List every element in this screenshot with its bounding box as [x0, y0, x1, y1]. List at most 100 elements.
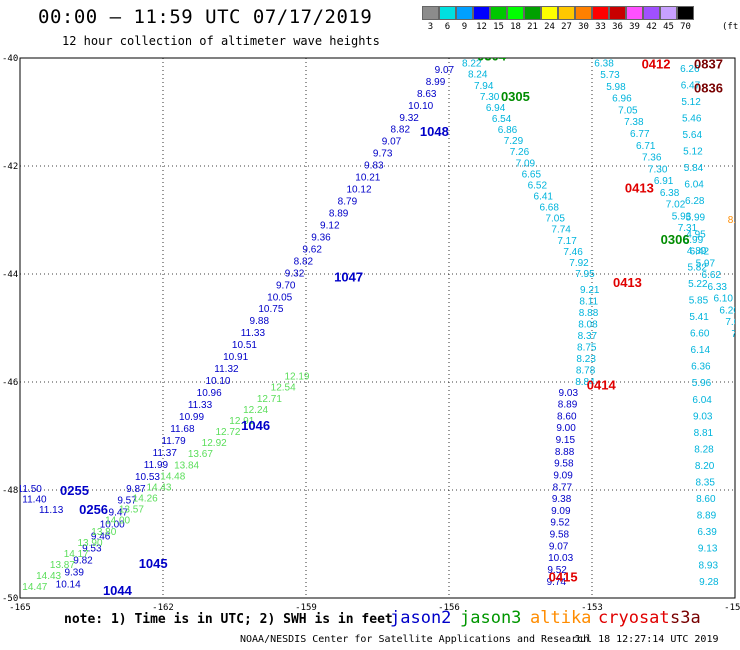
scale-swatch: [473, 6, 490, 20]
track-value: 10.00: [100, 520, 125, 531]
track-value: 14.43: [146, 482, 171, 493]
page-title: 00:00 – 11:59 UTC 07/17/2019: [38, 6, 373, 28]
track-value: 9.09: [553, 470, 573, 481]
point-value: 11.50: [18, 484, 43, 495]
time-marker: 1047: [334, 270, 363, 285]
track-value: 8.89: [329, 208, 349, 219]
track-value: 5.22: [688, 279, 708, 290]
track-value: 7.46: [563, 247, 583, 258]
track-value: 9.12: [320, 220, 340, 231]
footer-timestamp: Jul 18 12:27:14 UTC 2019: [574, 634, 719, 645]
time-marker: 0255: [60, 483, 89, 498]
scale-swatch: [422, 6, 439, 20]
scale-label: 39: [629, 22, 640, 32]
track-value: 6.38: [660, 188, 680, 199]
time-marker: 1048: [420, 124, 449, 139]
track-value: 6.33: [708, 282, 728, 293]
scale-swatch: [592, 6, 609, 20]
time-marker: 0414: [587, 378, 617, 393]
track-value: 10.53: [135, 472, 160, 483]
track-value: 10.99: [179, 412, 204, 423]
track-value: 7.85: [731, 329, 740, 340]
track-value: 9.09: [551, 506, 571, 517]
track-value: 8.99: [426, 77, 446, 88]
track-value: 10.91: [223, 352, 248, 363]
track-value: 10.12: [346, 185, 371, 196]
scale-swatch: [575, 6, 592, 20]
track-value: 6.28: [685, 196, 705, 207]
track-value: 8.60: [696, 494, 716, 505]
track-value: 14.48: [160, 471, 185, 482]
track-value: 5.64: [683, 130, 703, 141]
track-value: 8.22: [462, 59, 482, 70]
point-value: 8.02: [728, 215, 740, 226]
track-value: 9.21: [580, 285, 600, 296]
track-value: 8.89: [558, 400, 578, 411]
track-value: 8.77: [553, 482, 573, 493]
time-marker: 0836: [694, 81, 723, 96]
track-value: 7.02: [666, 200, 686, 211]
track-value: 10.14: [56, 580, 81, 591]
track-value: 5.85: [689, 295, 709, 306]
lon-tick-label: -153: [581, 603, 603, 613]
map-frame: [19, 57, 736, 599]
track-value: 11.68: [170, 424, 195, 435]
track-value: 8.93: [699, 560, 719, 571]
track-value: 6.68: [539, 203, 559, 214]
track-value: 5.12: [683, 147, 703, 158]
track-value: 9.70: [276, 280, 296, 291]
satellite-label-jason2: jason2: [390, 608, 452, 628]
time-marker: 0304: [477, 48, 507, 63]
track-value: 6.94: [486, 103, 506, 114]
point-value: 11.13: [39, 505, 64, 516]
track-value: 6.65: [522, 169, 542, 180]
satellite-label-cryosat: cryosat: [598, 608, 670, 628]
track-value: 7.17: [557, 236, 577, 247]
track-value: 12.92: [202, 438, 227, 449]
track-value: 8.23: [576, 354, 596, 365]
scale-label: 6: [444, 22, 451, 32]
track-value: 10.51: [232, 340, 257, 351]
track-value: 12.54: [271, 383, 296, 394]
track-value: 12.72: [215, 427, 240, 438]
track-value: 4.95: [686, 229, 706, 240]
scale-label: 30: [578, 22, 589, 32]
track-value: 5.98: [606, 82, 626, 93]
track-value: 9.58: [550, 530, 570, 541]
track-value: 9.07: [435, 65, 455, 76]
scale-swatch: [456, 6, 473, 20]
track-value: 6.96: [612, 94, 632, 105]
time-marker: 0412: [642, 56, 671, 71]
track-value: 4.89: [687, 246, 707, 257]
track-value: 9.74: [547, 577, 567, 588]
track-value: 7.26: [510, 147, 530, 158]
track-value: 11.37: [153, 448, 178, 459]
track-value: 5.12: [681, 97, 701, 108]
satellite-label-altika: altika: [530, 608, 592, 628]
track-value: 9.53: [82, 544, 102, 555]
track-value: 7.30: [480, 92, 500, 103]
scale-label: 15: [493, 22, 504, 32]
track-value: 7.92: [569, 258, 589, 269]
track-value: 8.60: [557, 411, 577, 422]
track-value: 6.42: [690, 247, 710, 258]
track-value: 9.47: [109, 508, 129, 519]
track-value: 11.32: [214, 364, 239, 375]
track-value: 6.86: [498, 125, 518, 136]
track-value: 6.04: [692, 395, 712, 406]
time-marker: 0305: [501, 89, 530, 104]
track-value: 5.99: [684, 235, 704, 246]
track-value: 7.06: [725, 317, 740, 328]
track-value: 8.35: [695, 478, 715, 489]
track-value: 8.63: [417, 89, 437, 100]
scale-swatch: [524, 6, 541, 20]
track-value: 5.93: [672, 211, 692, 222]
track-value: 14.17: [64, 549, 89, 560]
track-value: 11.79: [161, 436, 186, 447]
scale-swatch: [507, 6, 524, 20]
track-value: 8.89: [697, 511, 717, 522]
track-value: 14.47: [22, 582, 47, 593]
track-value: 5.82: [687, 262, 707, 273]
track-value: 8.08: [578, 320, 598, 331]
track-value: 7.38: [624, 117, 644, 128]
